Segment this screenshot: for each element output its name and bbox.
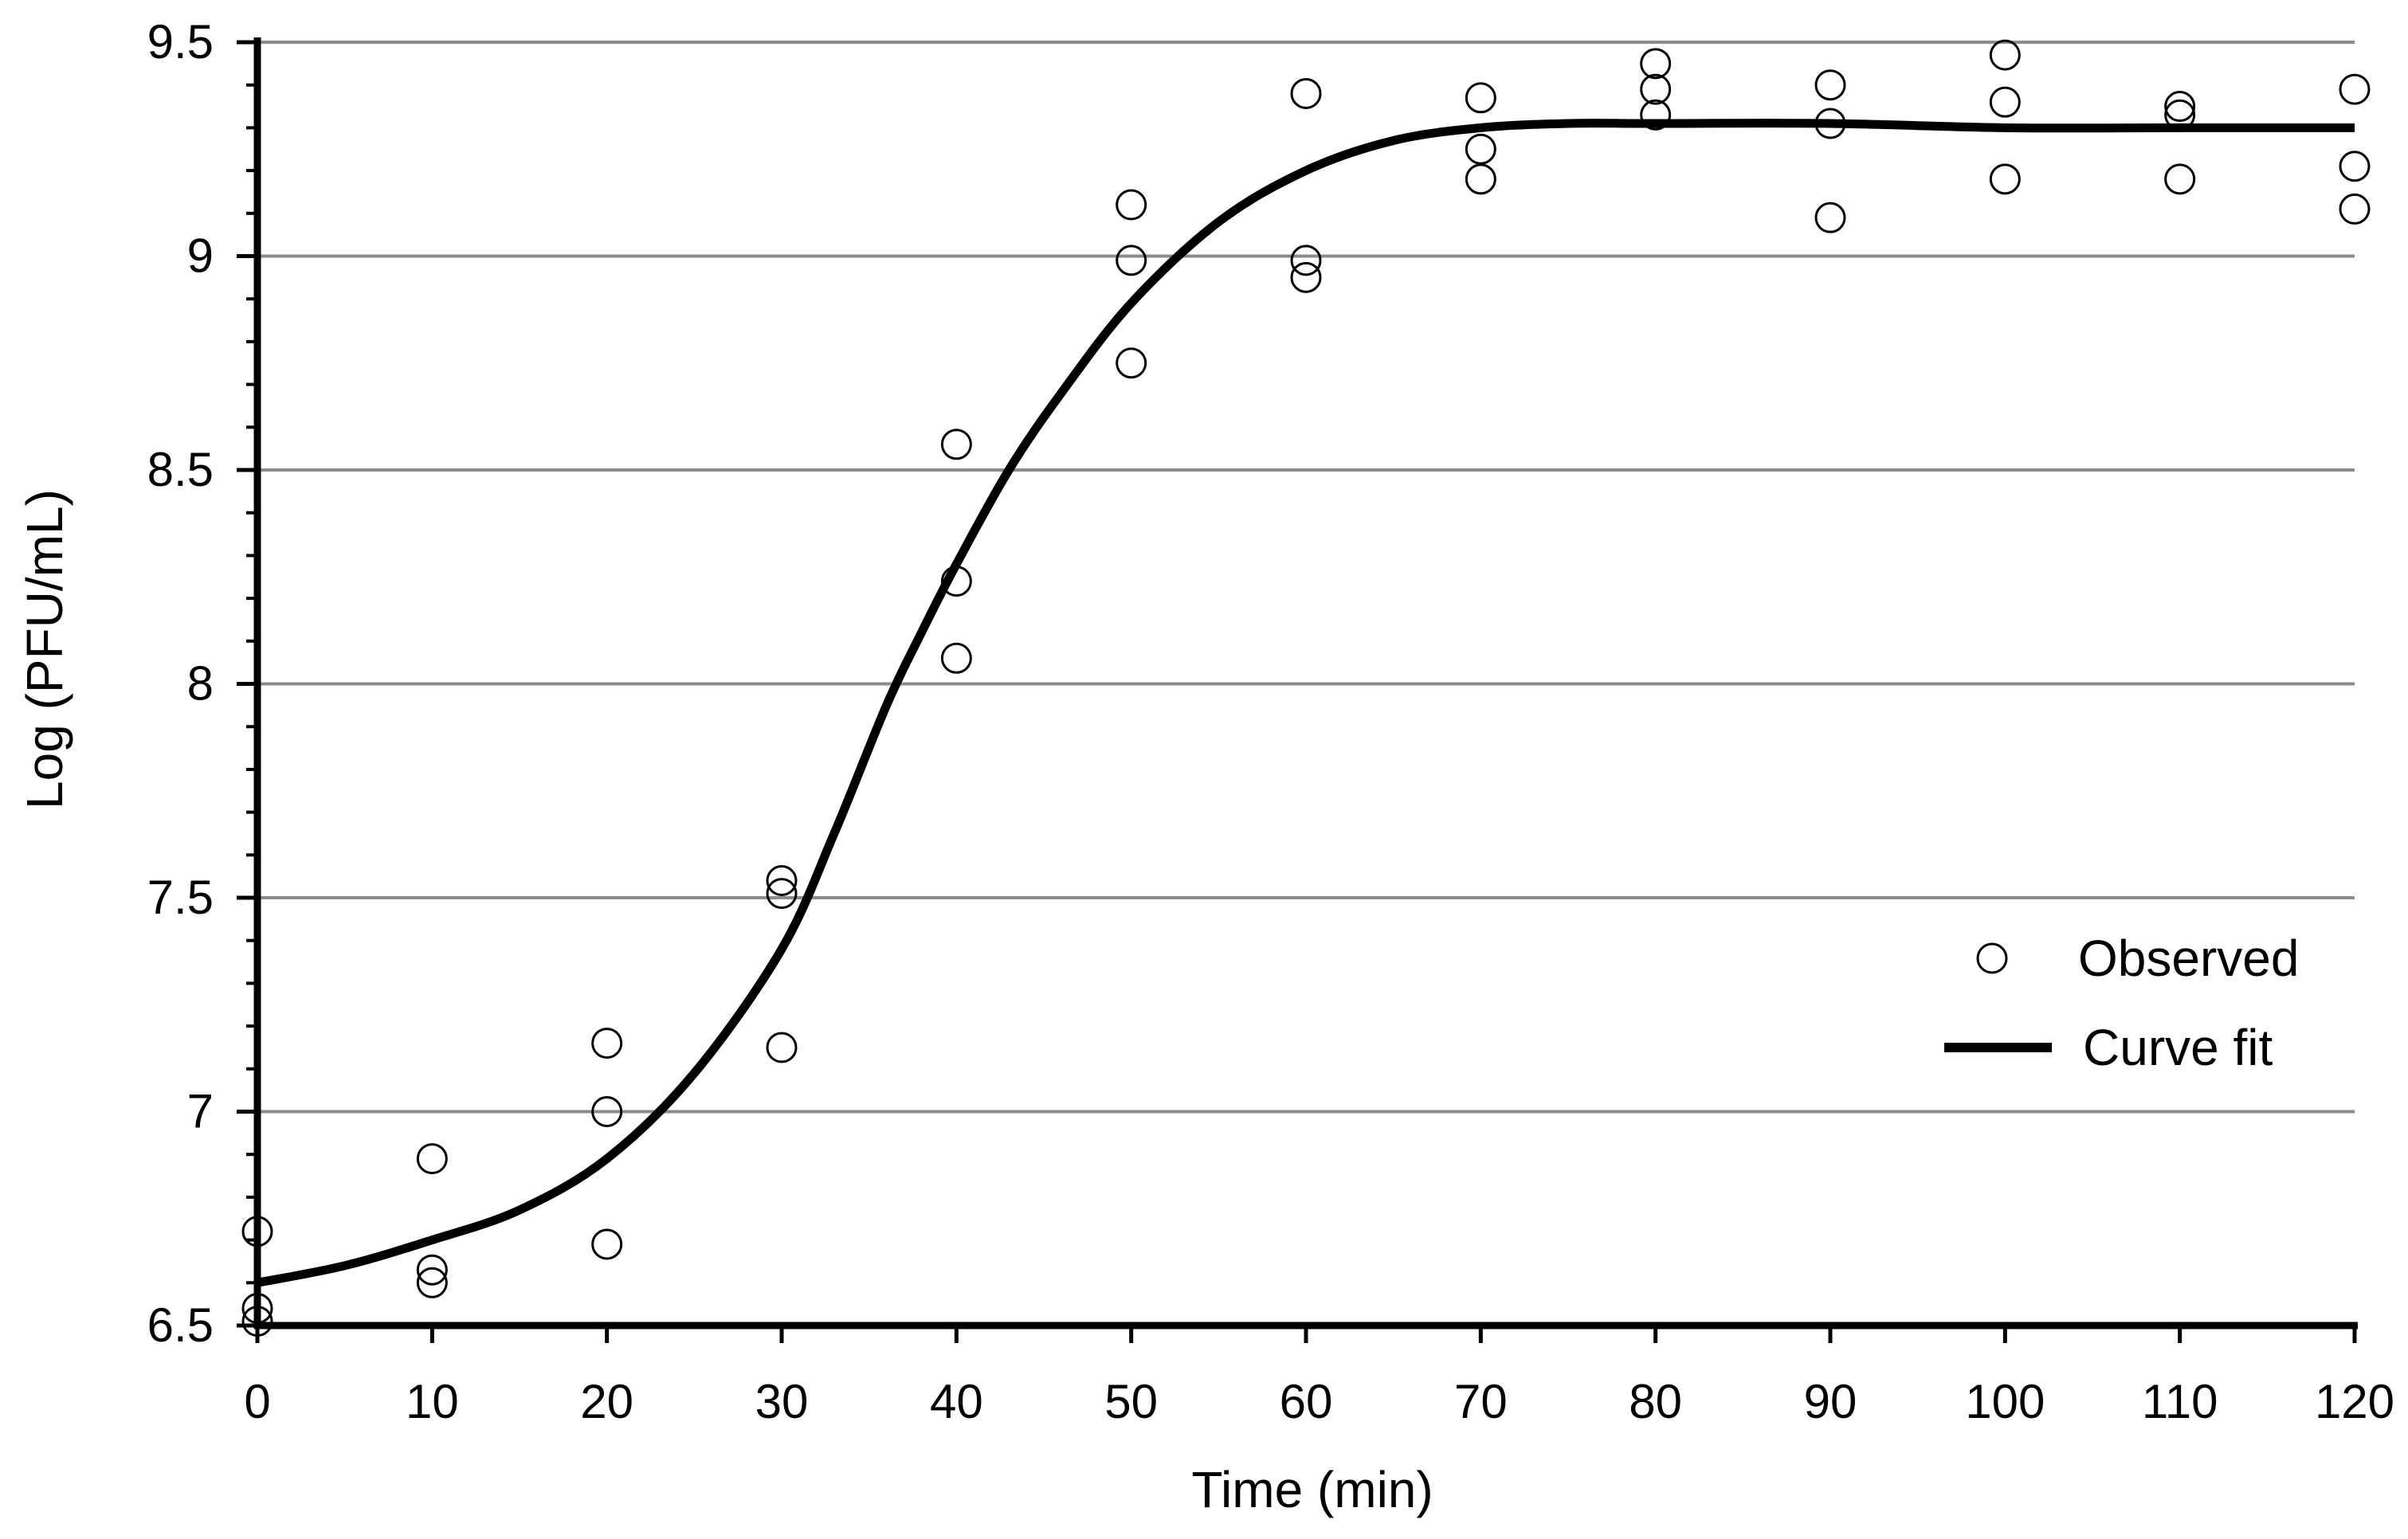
observed-point — [1816, 203, 1845, 232]
observed-point — [593, 1230, 622, 1259]
curve-fit-series — [257, 123, 2355, 1283]
observed-point — [1990, 165, 2019, 194]
observed-point — [1292, 263, 1320, 292]
y-tick-label: 8.5 — [147, 443, 214, 496]
observed-point — [1117, 190, 1146, 219]
observed-point — [942, 430, 971, 459]
x-tick-label: 20 — [580, 1375, 633, 1428]
observed-point — [593, 1029, 622, 1058]
y-tick-label: 7.5 — [147, 871, 214, 924]
y-tick-label: 9 — [187, 229, 214, 283]
legend-observed-marker — [1978, 944, 2006, 973]
observed-point — [418, 1255, 446, 1284]
growth-curve-chart: 6.5 7 7.5 8 8.5 9 9.5 0 10 20 30 40 50 60 70 80 90 100 11… — [0, 0, 2408, 1539]
observed-point — [942, 644, 971, 672]
observed-point — [1292, 246, 1320, 275]
curve-fit-line — [257, 123, 2355, 1283]
observed-point — [2340, 152, 2369, 181]
x-tick-label: 60 — [1280, 1375, 1333, 1428]
observed-point — [767, 879, 796, 908]
observed-point — [2340, 75, 2369, 104]
x-tick-label: 100 — [1965, 1375, 2045, 1428]
x-tick-label: 40 — [930, 1375, 983, 1428]
observed-point — [1117, 349, 1146, 378]
observed-point — [1641, 75, 1670, 104]
y-axis-title: Log (PFU/mL) — [16, 489, 73, 809]
observed-point — [1466, 84, 1495, 112]
x-axis-title: Time (min) — [1191, 1461, 1433, 1518]
axes — [237, 37, 2358, 1343]
y-tick-labels: 6.5 7 7.5 8 8.5 9 9.5 — [147, 15, 214, 1352]
x-tick-label: 10 — [406, 1375, 459, 1428]
observed-point — [2166, 165, 2194, 194]
x-tick-label: 50 — [1104, 1375, 1158, 1428]
x-tick-label: 70 — [1454, 1375, 1508, 1428]
observed-point — [1292, 79, 1320, 108]
observed-point — [2340, 194, 2369, 223]
x-tick-label: 120 — [2315, 1375, 2394, 1428]
observed-point — [1117, 246, 1146, 275]
x-tick-labels: 0 10 20 30 40 50 60 70 80 90 100 110 120 — [244, 1375, 2394, 1428]
y-tick-label: 8 — [187, 657, 214, 711]
observed-point — [1990, 88, 2019, 116]
observed-point — [418, 1145, 446, 1173]
observed-point — [1641, 49, 1670, 78]
y-tick-label: 6.5 — [147, 1298, 214, 1352]
observed-point — [1466, 165, 1495, 194]
y-tick-label: 9.5 — [147, 15, 214, 69]
observed-point — [418, 1268, 446, 1297]
x-tick-label: 0 — [244, 1375, 270, 1428]
observed-point — [1990, 41, 2019, 69]
legend: Observed Curve fit — [1944, 930, 2299, 1076]
gridlines — [257, 42, 2355, 1112]
x-tick-label: 110 — [2142, 1375, 2218, 1428]
x-tick-label: 30 — [755, 1375, 809, 1428]
y-tick-label: 7 — [187, 1085, 214, 1138]
observed-point — [767, 1033, 796, 1062]
observed-point — [1816, 71, 1845, 100]
legend-observed-label: Observed — [2078, 930, 2299, 987]
x-tick-label: 90 — [1804, 1375, 1857, 1428]
x-tick-label: 80 — [1629, 1375, 1682, 1428]
observed-series — [243, 41, 2369, 1336]
legend-curve-fit-label: Curve fit — [2083, 1019, 2273, 1076]
observed-point — [1466, 135, 1495, 163]
observed-point — [767, 867, 796, 895]
